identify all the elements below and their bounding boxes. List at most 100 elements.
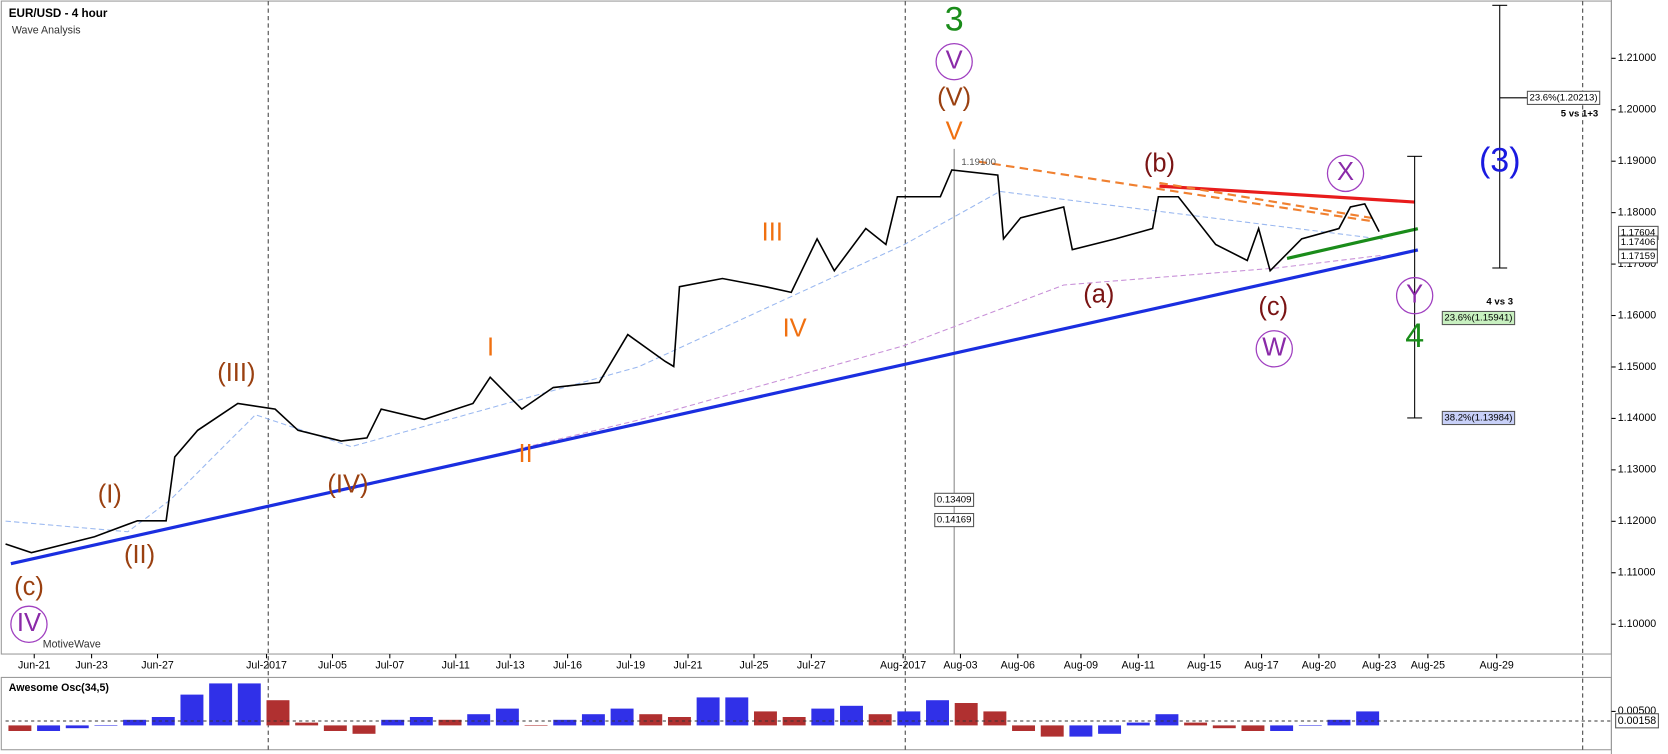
y-tick-label: 1.11000	[1618, 567, 1656, 579]
oscillator-bar	[266, 700, 290, 726]
oscillator-bar	[1298, 725, 1322, 726]
x-tick-label: Aug-15	[1187, 660, 1221, 672]
y-tick-label: 1.19000	[1618, 155, 1656, 167]
oscillator-bar	[1356, 711, 1380, 726]
price-label: 0.14169	[937, 515, 972, 526]
oscillator-bar	[926, 700, 949, 726]
wave-label: IV	[17, 609, 41, 637]
oscillator-bar	[524, 725, 548, 726]
price-label: 1.17159	[1621, 251, 1656, 262]
oscillator-bar	[1040, 725, 1064, 737]
y-tick-label: 1.13000	[1618, 464, 1656, 476]
x-tick-label: Jul-07	[375, 660, 404, 672]
oscillator-bar	[94, 725, 118, 726]
oscillator-bar	[295, 722, 319, 726]
wave-label: I	[487, 334, 494, 362]
oscillator-bar	[1184, 722, 1208, 726]
oscillator-bar	[1012, 725, 1036, 731]
wave-label: 1.19100	[961, 157, 996, 168]
wave-label: (3)	[1479, 142, 1521, 180]
oscillator-bar	[782, 717, 806, 726]
x-tick-label: Jun-21	[18, 660, 51, 672]
trend-line	[1159, 181, 1373, 220]
oscillator-bar	[696, 697, 720, 726]
price-label: 23.6%(1.15941)	[1444, 313, 1512, 324]
oscillator-bar	[897, 711, 921, 726]
x-tick-label: Jun-27	[141, 660, 174, 672]
oscillator-bar	[639, 714, 663, 726]
label-box	[1618, 249, 1658, 264]
x-tick-label: Aug-2017	[880, 660, 926, 672]
oscillator-bar	[1270, 725, 1294, 731]
oscillator-bar	[553, 719, 577, 726]
oscillator-bar	[37, 725, 61, 731]
oscillator-bar	[237, 683, 261, 726]
moving-average	[351, 254, 1383, 490]
label-box	[1441, 310, 1516, 326]
wave-label: II	[519, 440, 533, 468]
oscillator-bar	[123, 719, 147, 726]
x-tick-label: Aug-03	[943, 660, 977, 672]
wave-label: (IV)	[327, 471, 368, 499]
current-label: 0.00158	[1618, 715, 1656, 727]
x-tick-label: Aug-09	[1064, 660, 1098, 672]
wave-label: Y	[1406, 280, 1423, 308]
wave-label: 4 vs 3	[1486, 297, 1513, 308]
oscillator-bar	[753, 711, 777, 726]
oscillator-bar	[1098, 725, 1122, 734]
x-tick-label: Aug-06	[1001, 660, 1035, 672]
oscillator-bar	[1212, 725, 1236, 729]
oscillator-bar	[581, 714, 605, 726]
wave-label: (a)	[1083, 280, 1114, 308]
oscillator-bar	[667, 717, 691, 726]
wave-label: V	[946, 118, 963, 146]
trend-line	[10, 248, 1419, 566]
wave-label: IV	[783, 314, 807, 342]
x-tick-label: Aug-17	[1244, 660, 1278, 672]
wave-circle	[10, 605, 48, 643]
x-tick-label: Jul-25	[740, 660, 769, 672]
drawings	[5, 1, 1584, 750]
x-tick-label: Aug-25	[1411, 660, 1445, 672]
wave-label: (b)	[1144, 150, 1175, 178]
x-tick-label: Jul-11	[442, 660, 470, 672]
wave-label: V	[946, 46, 963, 74]
price-label: 1.17406	[1621, 237, 1656, 248]
wave-circle	[1395, 276, 1434, 315]
trend-line	[1286, 227, 1419, 260]
label-box	[1526, 90, 1601, 105]
oscillator-bar	[1327, 719, 1351, 726]
x-tick-label: Aug-23	[1362, 660, 1396, 672]
oscillator-bar	[725, 697, 749, 726]
y-tick-label: 1.10000	[1618, 618, 1656, 630]
y-tick-label: 1.14000	[1618, 412, 1656, 424]
oscillator-bar	[610, 708, 634, 726]
oscillator-bar	[983, 711, 1007, 726]
wave-label: (I)	[98, 480, 122, 508]
y-tick-label: 1.18000	[1618, 206, 1656, 218]
oscillator-bar	[323, 725, 347, 731]
wave-label: W	[1262, 334, 1286, 362]
y-tick-label: 1.12000	[1618, 515, 1656, 527]
y-tick-label: 1.15000	[1618, 361, 1656, 373]
oscillator-bar	[180, 694, 204, 726]
trend-line	[978, 160, 1373, 223]
oscillator-bar	[65, 725, 89, 729]
wave-circle	[1326, 154, 1365, 193]
oscillator-bar	[467, 714, 491, 726]
x-tick-label: Aug-29	[1480, 660, 1514, 672]
chart-title: EUR/USD - 4 hour	[9, 7, 108, 20]
label-box	[1615, 713, 1659, 729]
wave-label: III	[762, 219, 783, 247]
wave-circle	[1255, 330, 1293, 368]
x-tick-label: Aug-20	[1302, 660, 1336, 672]
oscillator-bar	[495, 708, 519, 726]
wave-label: (c)	[1258, 293, 1288, 321]
price-label: 38.2%(1.13984)	[1444, 412, 1512, 423]
y-tick-label: 1.16000	[1618, 309, 1656, 321]
oscillator-bar	[352, 725, 376, 734]
x-tick-label: Jul-19	[616, 660, 645, 672]
oscillator-bar	[209, 683, 233, 726]
